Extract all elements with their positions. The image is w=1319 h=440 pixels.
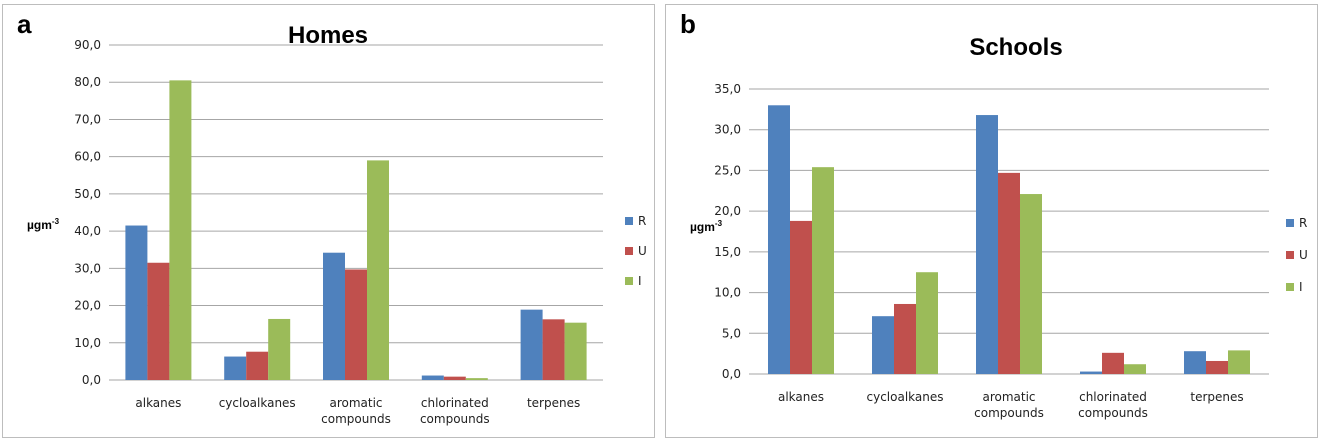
x-tick-label: chlorinated compounds bbox=[1078, 390, 1148, 420]
bar-U-aromatic-compounds bbox=[345, 269, 367, 380]
bar-R-chlorinated-compounds bbox=[421, 375, 444, 380]
bar-R-aromatic-compounds bbox=[323, 252, 345, 380]
bar-R-terpenes bbox=[520, 309, 543, 380]
y-tick-label: 40,0 bbox=[74, 224, 101, 238]
y-tick-label: 30,0 bbox=[74, 261, 101, 275]
legend-label-I: I bbox=[638, 274, 642, 288]
chart-title: Schools bbox=[969, 34, 1062, 61]
chart-panel-schools: b Schools 0,0 5,0 10,0 15,0 20,0 25,0 30,0 35,0 µ… bbox=[665, 4, 1318, 438]
bar-I-aromatic-compounds bbox=[1020, 194, 1042, 374]
x-tick-label: chlorinated compounds bbox=[420, 396, 490, 426]
legend-label-R: R bbox=[638, 214, 646, 228]
bar-I-terpenes bbox=[1228, 350, 1250, 374]
legend-swatch-I bbox=[625, 277, 633, 285]
y-tick-label: 80,0 bbox=[74, 75, 101, 89]
x-tick-label: cycloalkanes bbox=[219, 396, 296, 410]
bar-I-alkanes bbox=[812, 167, 834, 374]
bar-I-alkanes bbox=[169, 80, 192, 380]
x-tick-label: alkanes bbox=[135, 396, 181, 410]
bar-R-aromatic-compounds bbox=[976, 115, 998, 375]
bar-I-chlorinated-compounds bbox=[465, 378, 488, 380]
bar-I-terpenes bbox=[564, 322, 587, 380]
x-tick-label: aromatic compounds bbox=[321, 396, 391, 426]
legend-label-U: U bbox=[1299, 248, 1308, 262]
legend-swatch-U bbox=[1286, 251, 1294, 259]
chart-panel-homes: a Homes 0,0 10,0 20,0 30,0 40,0 50,0 60,0 70,0 80… bbox=[2, 4, 655, 438]
bar-U-cycloalkanes bbox=[246, 351, 269, 380]
panel-letter-a: a bbox=[17, 9, 32, 39]
bar-U-terpenes bbox=[1206, 360, 1228, 374]
y-tick-label: 20,0 bbox=[714, 204, 741, 218]
legend-swatch-U bbox=[625, 247, 633, 255]
legend-swatch-I bbox=[1286, 283, 1294, 291]
x-tick-label: terpenes bbox=[1190, 390, 1243, 404]
legend-swatch-R bbox=[625, 217, 633, 225]
y-tick-label: 60,0 bbox=[74, 150, 101, 164]
bar-I-cycloalkanes bbox=[268, 318, 291, 380]
bar-R-alkanes bbox=[125, 225, 148, 380]
y-tick-label: 30,0 bbox=[714, 123, 741, 137]
bar-R-alkanes bbox=[768, 105, 790, 375]
y-tick-label: 20,0 bbox=[74, 299, 101, 313]
x-tick-label: aromatic compounds bbox=[974, 390, 1044, 420]
y-tick-label: 70,0 bbox=[74, 112, 101, 126]
homes-chart-svg: Homes0,010,020,030,040,050,060,070,080,0… bbox=[27, 22, 647, 426]
y-tick-label: 90,0 bbox=[74, 38, 101, 52]
y-tick-label: 10,0 bbox=[714, 286, 741, 300]
bar-R-terpenes bbox=[1184, 351, 1206, 374]
y-tick-label: 50,0 bbox=[74, 187, 101, 201]
y-tick-label: 10,0 bbox=[74, 336, 101, 350]
x-tick-label: alkanes bbox=[778, 390, 824, 404]
bar-I-cycloalkanes bbox=[916, 272, 938, 374]
bar-U-terpenes bbox=[542, 319, 565, 380]
x-tick-label: terpenes bbox=[527, 396, 580, 410]
legend-label-U: U bbox=[638, 244, 647, 258]
bar-R-cycloalkanes bbox=[224, 356, 247, 380]
y-axis-label: µgm-3 bbox=[690, 219, 723, 234]
bar-U-alkanes bbox=[147, 262, 170, 380]
bar-U-cycloalkanes bbox=[894, 303, 916, 374]
y-tick-label: 0,0 bbox=[722, 367, 741, 381]
bar-I-aromatic-compounds bbox=[367, 160, 389, 380]
y-tick-label: 15,0 bbox=[714, 245, 741, 259]
y-tick-label: 5,0 bbox=[722, 326, 741, 340]
legend-label-I: I bbox=[1299, 280, 1303, 294]
schools-chart-svg: Schools 0,0 5,0 10,0 15,0 20,0 25,0 30,0 35,0 µgm… bbox=[690, 34, 1308, 420]
bar-U-chlorinated-compounds bbox=[1102, 352, 1124, 374]
y-axis-label: µgm-3 bbox=[27, 217, 60, 232]
bar-U-alkanes bbox=[790, 220, 812, 374]
legend-swatch-R bbox=[1286, 219, 1294, 227]
x-tick-label: cycloalkanes bbox=[867, 390, 944, 404]
bar-R-chlorinated-compounds bbox=[1080, 371, 1102, 374]
y-tick-label: 0,0 bbox=[82, 373, 101, 387]
bar-U-aromatic-compounds bbox=[998, 172, 1020, 374]
y-tick-label: 25,0 bbox=[714, 163, 741, 177]
bar-U-chlorinated-compounds bbox=[443, 376, 466, 380]
bar-R-cycloalkanes bbox=[872, 316, 894, 374]
panel-letter-b: b bbox=[680, 9, 696, 39]
bar-I-chlorinated-compounds bbox=[1124, 364, 1146, 374]
legend-label-R: R bbox=[1299, 216, 1307, 230]
y-tick-label: 35,0 bbox=[714, 82, 741, 96]
